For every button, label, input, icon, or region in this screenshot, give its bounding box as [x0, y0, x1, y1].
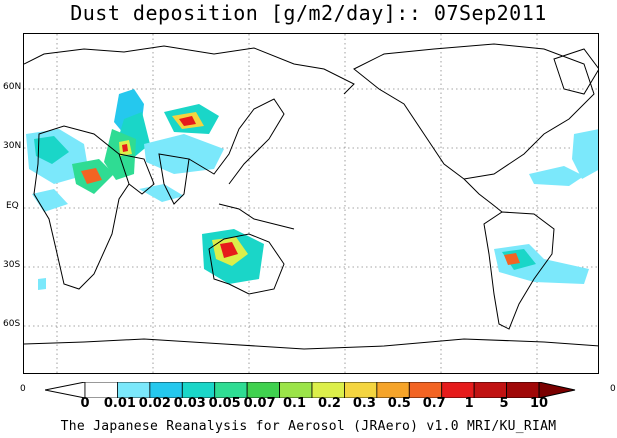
- colorbar: [45, 382, 576, 398]
- lat-label-60n: 60N: [3, 82, 22, 92]
- map-canvas: [24, 34, 598, 373]
- lat-label-30s: 30S: [3, 260, 21, 270]
- colorbar-tick-label: 0.5: [387, 396, 411, 411]
- credit-line: The Japanese Reanalysis for Aerosol (JRA…: [60, 419, 557, 434]
- colorbar-right-end-label: 0: [610, 384, 616, 394]
- colorbar-tick-label: 0.7: [422, 396, 446, 411]
- colorbar-high-arrow: [538, 382, 576, 398]
- lat-label-60s: 60S: [3, 319, 21, 329]
- colorbar-tick-label: 0.2: [317, 396, 341, 411]
- colorbar-tick-label: 5: [499, 396, 509, 411]
- colorbar-tick-label: 0.05: [208, 396, 241, 411]
- colorbar-bins: [84, 382, 540, 398]
- map-title: Dust deposition [g/m2/day]:: 07Sep2011: [70, 1, 547, 25]
- colorbar-tick-label: 0.03: [173, 396, 206, 411]
- lat-label-30n: 30N: [3, 141, 22, 151]
- coastlines: [24, 43, 598, 350]
- colorbar-tick-label: 0.02: [138, 396, 171, 411]
- lat-label-eq: EQ: [6, 201, 19, 211]
- colorbar-tick-label: 10: [529, 396, 549, 411]
- colorbar-tick-label: 0.01: [103, 396, 136, 411]
- graticule: [24, 34, 598, 373]
- world-map: [23, 33, 599, 374]
- colorbar-tick-label: 0.1: [283, 396, 307, 411]
- colorbar-low-arrow: [45, 382, 86, 398]
- dust-field: [26, 89, 598, 290]
- colorbar-left-end-label: 0: [20, 384, 26, 394]
- colorbar-tick-label: 0.07: [243, 396, 276, 411]
- colorbar-tick-label: 1: [464, 396, 474, 411]
- colorbar-tick-label: 0: [80, 396, 90, 411]
- colorbar-tick-label: 0.3: [352, 396, 376, 411]
